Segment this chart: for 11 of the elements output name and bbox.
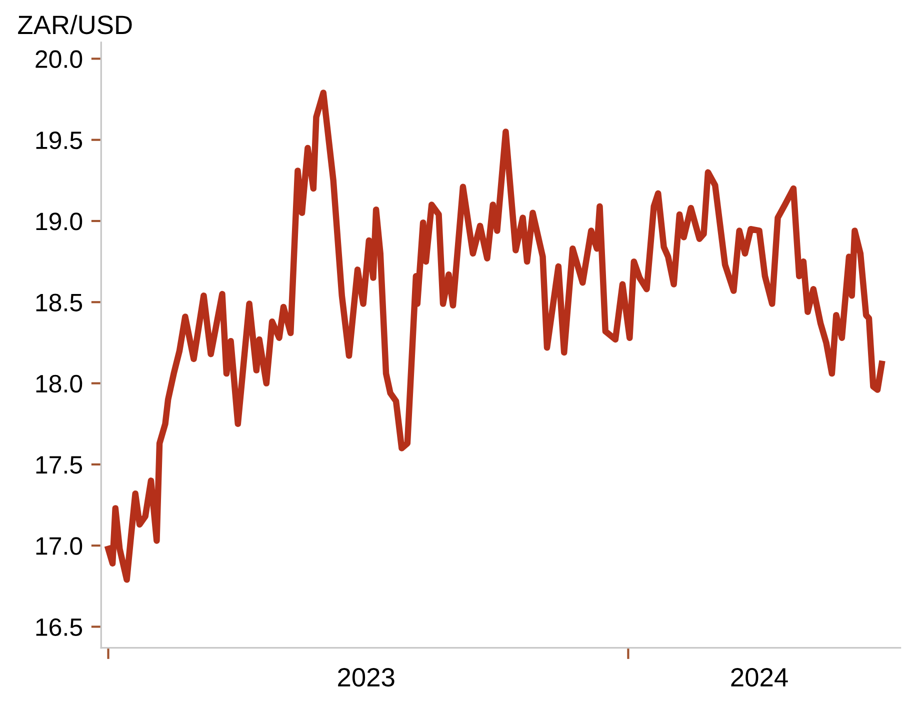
y-tick-label: 18.0 [36, 374, 82, 393]
y-tick-label: 20.0 [36, 50, 82, 68]
y-tick-label: 18.5 [36, 294, 82, 312]
y-tick-label: 17.0 [36, 537, 82, 555]
y-tick-label: 16.5 [36, 618, 82, 636]
y-tick-label: 19.0 [36, 212, 82, 230]
y-axis-title: ZAR/USD [18, 14, 132, 34]
y-tick-label: 17.5 [36, 456, 82, 474]
y-tick-label: 19.5 [36, 131, 82, 150]
x-tick-label: 2023 [338, 668, 394, 687]
x-tick-label: 2024 [731, 668, 788, 687]
